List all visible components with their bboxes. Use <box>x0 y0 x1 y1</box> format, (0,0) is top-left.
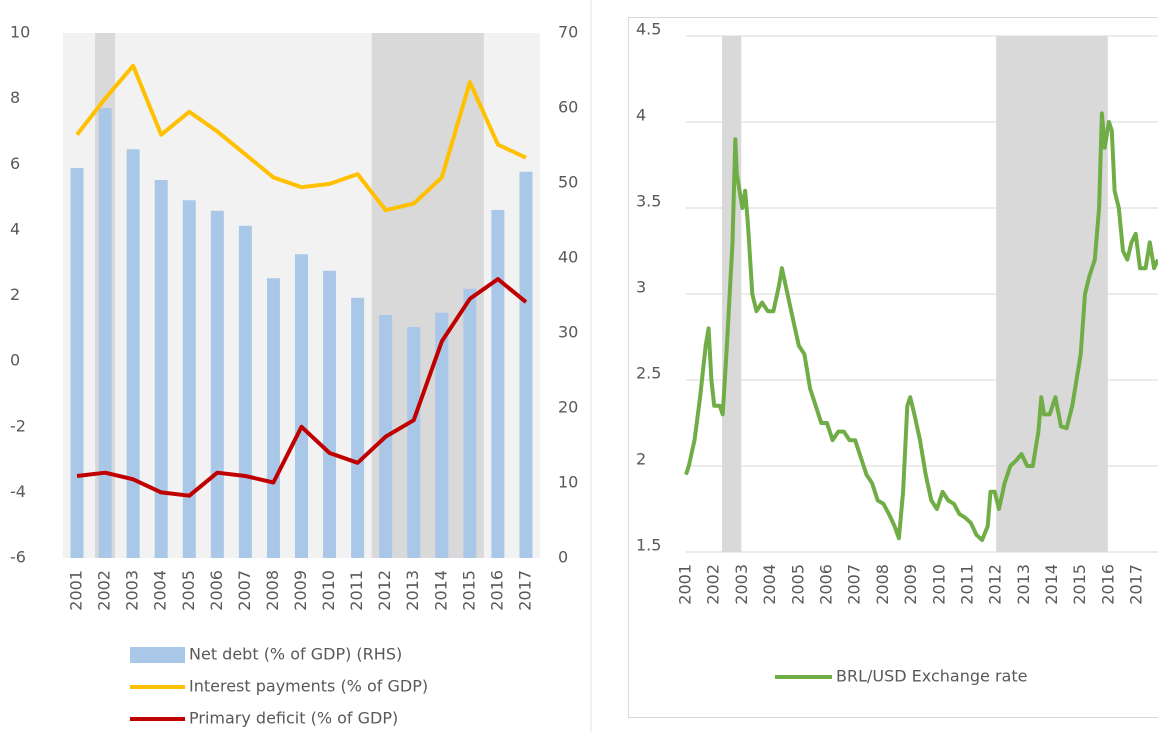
y2-tick-label: 30 <box>558 323 578 342</box>
x-tick-label: 2002 <box>95 570 114 611</box>
y-tick-label: 2.5 <box>636 364 661 383</box>
y-tick-label: 4 <box>636 106 646 125</box>
x-tick-label: 2009 <box>291 570 310 611</box>
x-tick-label: 2009 <box>901 564 920 605</box>
y-tick-label: 4 <box>10 219 20 238</box>
y-tick-label: 3 <box>636 278 646 297</box>
x-tick-label: 2011 <box>957 564 976 605</box>
x-tick-label: 2001 <box>67 570 86 611</box>
x-tick-label: 2004 <box>151 570 170 611</box>
x-tick-label: 2014 <box>1042 564 1061 605</box>
x-tick-label: 2013 <box>403 570 422 611</box>
y-tick-label: -4 <box>10 482 26 501</box>
bar <box>238 225 252 558</box>
x-tick-label: 2015 <box>1070 564 1089 605</box>
line <box>76 277 528 498</box>
bar <box>407 327 421 558</box>
bar <box>491 210 505 558</box>
bar <box>98 108 112 558</box>
x-tick-label: 2011 <box>347 570 366 611</box>
line <box>684 111 1158 542</box>
bar <box>435 312 449 558</box>
y2-tick-label: 0 <box>558 548 568 567</box>
bar <box>182 200 196 558</box>
y-tick-label: -2 <box>10 416 26 435</box>
bar <box>351 297 365 558</box>
legend-label: Interest payments (% of GDP) <box>189 677 428 696</box>
x-tick-label: 2007 <box>845 564 864 605</box>
chart-border <box>628 17 1158 718</box>
bar <box>266 278 280 558</box>
bar <box>210 210 224 558</box>
bar <box>519 171 533 558</box>
line <box>75 63 527 213</box>
y-tick-label: 1.5 <box>636 536 661 555</box>
bar <box>126 149 140 558</box>
x-tick-label: 2008 <box>263 570 282 611</box>
y-tick-label: 3.5 <box>636 192 661 211</box>
y-tick-label: 0 <box>10 351 20 370</box>
bar <box>154 180 168 558</box>
y2-tick-label: 60 <box>558 98 578 117</box>
bar <box>463 288 477 558</box>
x-tick-label: 2012 <box>986 564 1005 605</box>
x-tick-label: 2002 <box>704 564 723 605</box>
bar <box>70 168 84 558</box>
x-tick-label: 2016 <box>1098 564 1117 605</box>
y-tick-label: 4.5 <box>636 20 661 39</box>
x-tick-label: 2005 <box>788 564 807 605</box>
y2-tick-label: 20 <box>558 398 578 417</box>
x-tick-label: 2001 <box>676 564 695 605</box>
x-tick-label: 2013 <box>1014 564 1033 605</box>
x-tick-label: 2017 <box>1127 564 1146 605</box>
y2-tick-label: 70 <box>558 23 578 42</box>
y-tick-label: 8 <box>10 88 20 107</box>
x-tick-label: 2006 <box>816 564 835 605</box>
x-tick-label: 2003 <box>123 570 142 611</box>
y2-tick-label: 50 <box>558 173 578 192</box>
x-tick-label: 2016 <box>487 570 506 611</box>
y2-tick-label: 40 <box>558 248 578 267</box>
x-tick-label: 2007 <box>235 570 254 611</box>
legend-label: BRL/USD Exchange rate <box>836 667 1027 686</box>
y-tick-label: 6 <box>10 154 20 173</box>
legend-swatch <box>130 647 185 663</box>
bar <box>295 254 308 558</box>
y-tick-label: -6 <box>10 548 26 567</box>
x-tick-label: 2003 <box>732 564 751 605</box>
x-tick-label: 2017 <box>515 570 534 611</box>
x-tick-label: 2015 <box>459 570 478 611</box>
y-tick-label: 10 <box>10 23 30 42</box>
x-tick-label: 2004 <box>760 564 779 605</box>
y2-tick-label: 10 <box>558 473 578 492</box>
x-tick-label: 2010 <box>319 570 338 611</box>
x-tick-label: 2012 <box>375 570 394 611</box>
x-tick-label: 2008 <box>873 564 892 605</box>
x-tick-label: 2010 <box>929 564 948 605</box>
y-tick-label: 2 <box>636 450 646 469</box>
legend-label: Net debt (% of GDP) (RHS) <box>189 645 402 664</box>
x-tick-label: 2006 <box>207 570 226 611</box>
bar <box>323 270 337 558</box>
y-tick-label: 2 <box>10 285 20 304</box>
x-tick-label: 2014 <box>431 570 450 611</box>
x-tick-label: 2005 <box>179 570 198 611</box>
legend-label: Primary deficit (% of GDP) <box>189 709 398 728</box>
